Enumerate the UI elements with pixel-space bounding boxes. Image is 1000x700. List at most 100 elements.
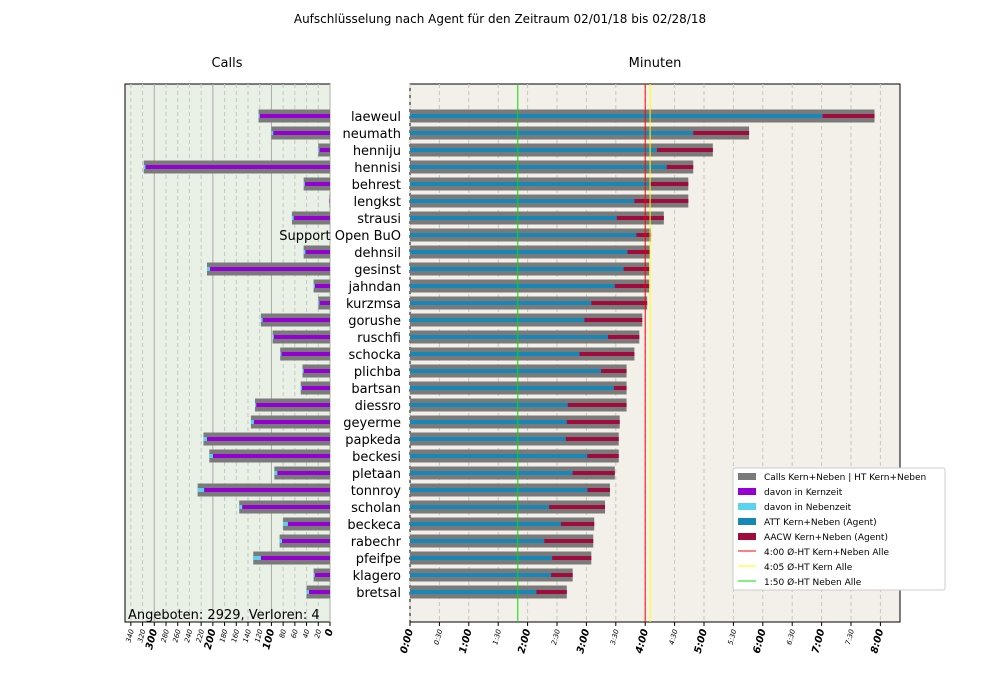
calls-tick-label: 300 bbox=[144, 628, 160, 651]
minutes-tick-label: 7:30 bbox=[844, 628, 856, 646]
agent-label: pfeifpe bbox=[356, 552, 401, 567]
minutes-att-bar bbox=[410, 182, 651, 186]
calls-nebenzeit-bar bbox=[271, 131, 274, 135]
calls-kernzeit-bar bbox=[260, 556, 330, 560]
calls-grid bbox=[130, 84, 331, 622]
agent-label: gesinst bbox=[354, 263, 401, 278]
minutes-panel-title: Minuten bbox=[629, 56, 682, 71]
calls-tick-label: 120 bbox=[253, 628, 264, 644]
legend-label-neben-line: 1:50 Ø-HT Neben Alle bbox=[764, 577, 862, 588]
calls-nebenzeit-bar bbox=[207, 267, 210, 271]
calls-nebenzeit-bar bbox=[272, 335, 274, 339]
minutes-tick-label: 8:00 bbox=[869, 628, 886, 655]
minutes-aacw-bar bbox=[613, 386, 627, 390]
minutes-aacw-bar bbox=[549, 505, 606, 509]
calls-nebenzeit-bar bbox=[303, 182, 305, 186]
calls-nebenzeit-bar bbox=[255, 403, 257, 407]
agent-label: jahndan bbox=[347, 280, 401, 295]
minutes-att-bar bbox=[410, 505, 550, 509]
calls-kernzeit-bar bbox=[212, 454, 330, 458]
legend-label-kernzeit: davon in Kernzeit bbox=[764, 488, 843, 498]
agent-label: henniju bbox=[353, 144, 401, 159]
calls-panel-title: Calls bbox=[211, 56, 242, 71]
minutes-aacw-bar bbox=[616, 216, 664, 220]
calls-tick-label: 100 bbox=[261, 628, 277, 651]
agent-label: tonnroy bbox=[351, 484, 402, 499]
minutes-att-bar bbox=[410, 165, 667, 169]
minutes-aacw-bar bbox=[544, 539, 594, 543]
minutes-aacw-bar bbox=[656, 148, 713, 152]
minutes-x-ticks: 0:00 0:30 1:00 1:30 2:00 2:30 3:00 3:30 4:00 4:30… bbox=[399, 622, 886, 656]
calls-kernzeit-bar bbox=[145, 165, 330, 169]
minutes-att-bar bbox=[410, 250, 628, 254]
minutes-aacw-bar bbox=[623, 267, 650, 271]
calls-kernzeit-bar bbox=[314, 573, 330, 577]
calls-nebenzeit-bar bbox=[250, 420, 254, 424]
minutes-att-bar bbox=[410, 556, 553, 560]
legend-label-kern-neben-line: 4:00 Ø-HT Kern+Neben Alle bbox=[764, 547, 890, 558]
minutes-aacw-bar bbox=[552, 556, 592, 560]
minutes-aacw-bar bbox=[587, 488, 610, 492]
legend-swatch-kernzeit bbox=[738, 488, 756, 495]
agent-label: rabechr bbox=[351, 535, 402, 550]
minutes-aacw-bar bbox=[536, 590, 567, 594]
minutes-tick-label: 1:30 bbox=[491, 628, 503, 646]
minutes-aacw-bar bbox=[584, 318, 643, 322]
minutes-tick-label: 4:00 bbox=[634, 628, 651, 656]
calls-kernzeit-bar bbox=[305, 250, 330, 254]
agent-label: papkeda bbox=[345, 433, 401, 448]
agent-label: dehnsil bbox=[354, 246, 401, 261]
calls-kernzeit-bar bbox=[262, 318, 330, 322]
minutes-att-bar bbox=[410, 199, 635, 203]
calls-kernzeit-bar bbox=[308, 590, 330, 594]
calls-tick-label: 80 bbox=[278, 628, 288, 639]
agent-label: bartsan bbox=[351, 382, 401, 397]
calls-nebenzeit-bar bbox=[260, 318, 263, 322]
minutes-bars bbox=[410, 109, 875, 599]
calls-nebenzeit-bar bbox=[291, 216, 294, 220]
calls-kernzeit-bar bbox=[319, 148, 330, 152]
calls-tick-label: 320 bbox=[136, 628, 147, 644]
minutes-aacw-bar bbox=[601, 369, 627, 373]
agent-label: plichba bbox=[354, 365, 401, 380]
minutes-aacw-bar bbox=[822, 114, 875, 118]
minutes-tick-label: 3:30 bbox=[609, 628, 621, 646]
agent-label: klagero bbox=[353, 569, 401, 584]
calls-kernzeit-bar bbox=[303, 369, 330, 373]
calls-nebenzeit-bar bbox=[313, 284, 315, 288]
calls-kernzeit-bar bbox=[253, 420, 330, 424]
minutes-aacw-bar bbox=[551, 573, 573, 577]
calls-tick-label: 0 bbox=[323, 628, 335, 638]
minutes-att-bar bbox=[410, 522, 561, 526]
minutes-reference-lines bbox=[517, 84, 651, 622]
agent-label: schocka bbox=[348, 348, 401, 363]
calls-nebenzeit-bar bbox=[143, 165, 146, 169]
calls-tick-label: 140 bbox=[242, 628, 253, 644]
calls-kernzeit-bar bbox=[287, 522, 330, 526]
calls-kernzeit-bar bbox=[273, 131, 330, 135]
agent-label: pletaan bbox=[352, 467, 401, 482]
agent-label: hennisi bbox=[354, 161, 401, 176]
minutes-aacw-bar bbox=[607, 335, 640, 339]
minutes-att-bar bbox=[410, 267, 624, 271]
agent-label: scholan bbox=[351, 501, 401, 516]
minutes-aacw-bar bbox=[666, 165, 694, 169]
legend-label-nebenzeit: davon in Nebenzeit bbox=[764, 503, 852, 513]
minutes-tick-label: 1:00 bbox=[458, 628, 475, 655]
calls-kernzeit-bar bbox=[319, 301, 330, 305]
minutes-tick-label: 2:30 bbox=[550, 628, 562, 646]
calls-nebenzeit-bar bbox=[283, 522, 288, 526]
calls-kernzeit-bar bbox=[304, 182, 330, 186]
minutes-tick-label: 2:00 bbox=[516, 628, 533, 655]
minutes-aacw-bar bbox=[565, 437, 619, 441]
agent-label: lengkst bbox=[354, 195, 402, 210]
agent-label: behrest bbox=[352, 178, 401, 193]
minutes-aacw-bar bbox=[566, 420, 620, 424]
calls-nebenzeit-bar bbox=[300, 386, 302, 390]
calls-kernzeit-bar bbox=[273, 335, 330, 339]
minutes-att-bar bbox=[410, 471, 573, 475]
agent-label: beckeca bbox=[347, 518, 401, 533]
minutes-att-bar bbox=[410, 590, 537, 594]
calls-tick-label: 60 bbox=[290, 628, 300, 639]
